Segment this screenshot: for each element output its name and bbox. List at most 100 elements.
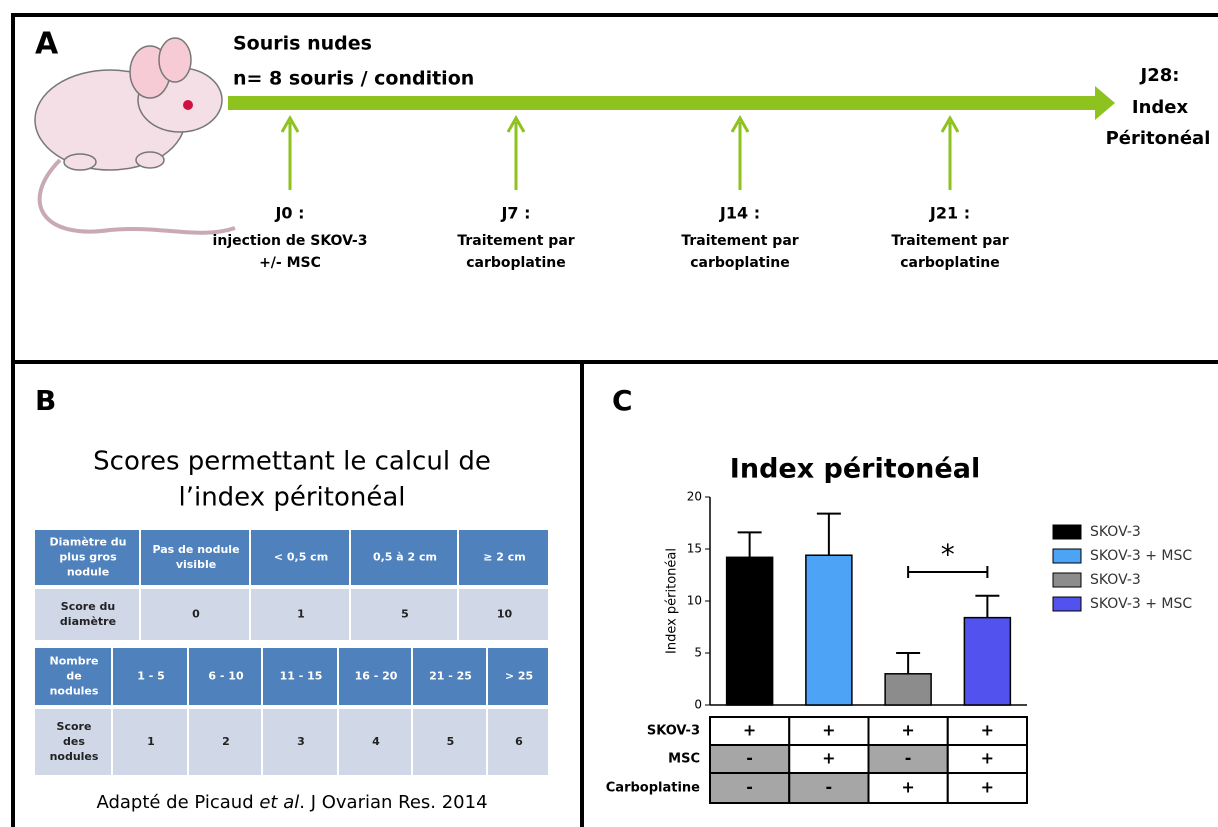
condition-name: Carboplatine [606,781,700,796]
table-cell [35,589,139,640]
step-text: Traitement par [457,233,574,249]
cell-text: visible [176,558,216,571]
significance-bracket [907,566,989,578]
bar [805,554,853,706]
cell-text: Nombre [50,655,99,668]
table-cell [263,648,337,705]
table-cell [189,648,261,705]
end-label: J28: [1139,65,1180,86]
table-title: l’index péritonéal [178,483,405,513]
end-label: Index [1132,97,1189,118]
table-cell [351,589,457,640]
step-arrowhead [506,114,526,133]
step-day: J0 : [274,204,304,223]
cell-text: 6 [515,735,523,748]
cell-text: Pas de nodule [152,543,239,556]
table-cell [339,709,411,775]
y-tick-label: 20 [687,490,702,504]
condition-cell [867,772,949,804]
legend-label: SKOV-3 [1090,524,1141,540]
cell-text: < 0,5 cm [274,551,328,564]
step-text: +/- MSC [259,255,321,271]
cell-text: Score du [61,600,115,613]
table-cell [251,589,349,640]
table-cell [413,648,486,705]
source-note: Adapté de Picaud et al. J Ovarian Res. 2… [96,792,487,813]
timeline-arrow [228,86,1115,120]
significance-label: * [941,538,955,571]
table-title: Scores permettant le calcul de [93,447,491,477]
cell-text: 3 [297,735,305,748]
error-bar [737,531,762,558]
cell-text: 6 - 10 [208,670,244,683]
cell-text: 2 [222,735,230,748]
table-cell [189,709,261,775]
step-text: carboplatine [466,255,566,271]
condition-cell [946,772,1028,804]
condition-sign: - [746,749,753,768]
legend-label: SKOV-3 + MSC [1090,548,1192,564]
table-cell [339,648,411,705]
y-tick-label: 10 [687,594,702,608]
condition-cell [946,716,1028,746]
condition-cell [709,772,791,804]
table-cell [488,709,548,775]
table-cell [488,648,548,705]
table-cell [459,530,548,585]
condition-sign: + [822,721,835,740]
panel-label: A [35,27,59,62]
cell-text: des [63,735,85,748]
condition-cell [788,772,870,804]
bar [725,556,774,706]
step-day: J21 : [929,204,970,223]
error-bar [816,512,841,556]
condition-sign: - [746,778,753,797]
cell-text: de [66,670,81,683]
error-bar [975,594,1000,618]
cell-text: 4 [372,735,380,748]
source-part: . J Ovarian Res. 2014 [299,792,487,813]
table-cell [113,709,187,775]
table-cell [35,709,111,775]
legend-swatch [1052,524,1082,540]
panel-label: B [35,384,56,417]
cell-text: 1 [297,608,305,621]
table-cell [351,530,457,585]
cell-text: 5 [447,735,455,748]
mouse-illustration [34,37,236,235]
cell-text: 16 - 20 [355,670,398,683]
cell-text: 11 - 15 [280,670,323,683]
cell-text: 10 [497,608,513,621]
table-cell [263,709,337,775]
legend-swatch [1052,596,1082,612]
bar [884,673,932,706]
condition-sign: + [822,749,835,768]
table-cell [141,530,249,585]
legend-label: SKOV-3 [1090,572,1141,588]
table-cell [251,530,349,585]
step-text: carboplatine [900,255,1000,271]
condition-sign: + [901,721,914,740]
table-cell [459,589,548,640]
condition-sign: + [981,749,994,768]
y-tick-label: 5 [694,646,702,660]
condition-sign: + [901,778,914,797]
table-cell [141,589,249,640]
step-day: J14 : [719,204,760,223]
panel-label: C [612,384,633,417]
step-day: J7 : [500,204,530,223]
panel-subtitle: n= 8 souris / condition [233,68,474,90]
table-cell [413,709,486,775]
cell-text: 1 [147,735,155,748]
panel-title: Souris nudes [233,33,372,55]
y-tick-label: 0 [694,698,702,712]
condition-cell [788,744,870,774]
condition-sign: + [981,721,994,740]
condition-name: MSC [668,752,700,767]
step-text: carboplatine [690,255,790,271]
step-text: Traitement par [891,233,1008,249]
cell-text: Diamètre du [50,536,127,549]
cell-text: nodule [67,566,109,579]
cell-text: 0 [192,608,200,621]
